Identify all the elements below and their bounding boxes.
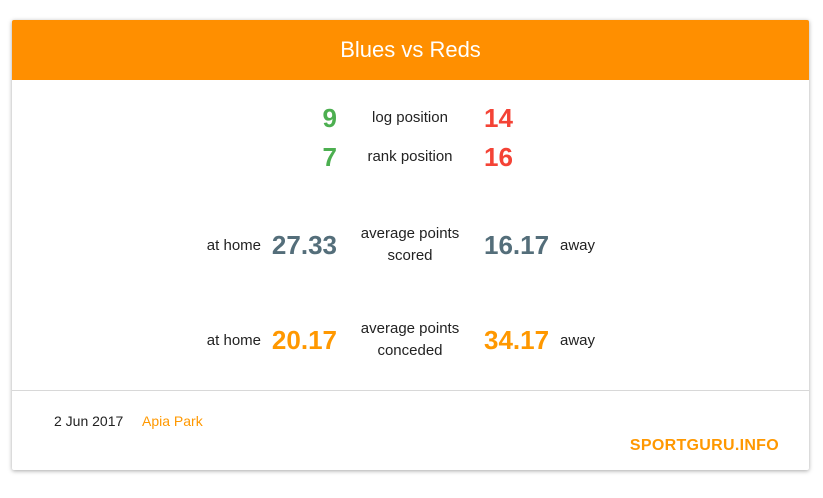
points-scored-row: at home 27.33 average points scored 16.1… — [12, 221, 809, 269]
points-scored-label-line1: average points — [360, 225, 460, 242]
brand-logo[interactable]: SPORTGURU.INFO — [629, 437, 779, 454]
home-points-conceded: 20.17 — [271, 324, 337, 355]
home-log-position: 9 — [322, 102, 337, 133]
match-title: Blues vs Reds — [340, 37, 481, 62]
scored-home-label: at home — [206, 236, 261, 254]
away-points-scored: 16.17 — [484, 229, 550, 260]
log-position-row: 9 log position 14 — [12, 98, 809, 138]
match-card: Blues vs Reds 9 log position 14 7 rank p… — [12, 20, 809, 470]
match-date: 2 Jun 2017 — [54, 413, 124, 429]
stats-section: 9 log position 14 7 rank position 16 at … — [12, 80, 809, 391]
home-points-scored: 27.33 — [271, 229, 337, 260]
away-rank-position: 16 — [484, 141, 513, 172]
rank-position-label: rank position — [367, 148, 453, 165]
venue-link[interactable]: Apia Park — [142, 413, 203, 429]
points-conceded-label-line2: conceded — [377, 342, 443, 359]
away-points-conceded: 34.17 — [484, 324, 550, 355]
home-rank-position: 7 — [322, 141, 337, 172]
points-scored-label: average points scored — [338, 221, 482, 269]
log-position-label: log position — [372, 109, 448, 126]
points-scored-label-line2: scored — [387, 247, 433, 264]
conceded-home-label: at home — [206, 331, 261, 349]
away-log-position: 14 — [484, 102, 513, 133]
scored-away-label: away — [560, 236, 596, 254]
match-footer: 2 Jun 2017 Apia Park SPORTGURU.INFO — [12, 391, 809, 471]
points-conceded-label-line1: average points — [360, 320, 460, 337]
conceded-away-label: away — [560, 331, 596, 349]
rank-position-row: 7 rank position 16 — [12, 137, 809, 177]
points-conceded-label: average points conceded — [338, 316, 482, 364]
match-title-bar: Blues vs Reds — [12, 20, 809, 80]
points-conceded-row: at home 20.17 average points conceded 34… — [12, 316, 809, 364]
